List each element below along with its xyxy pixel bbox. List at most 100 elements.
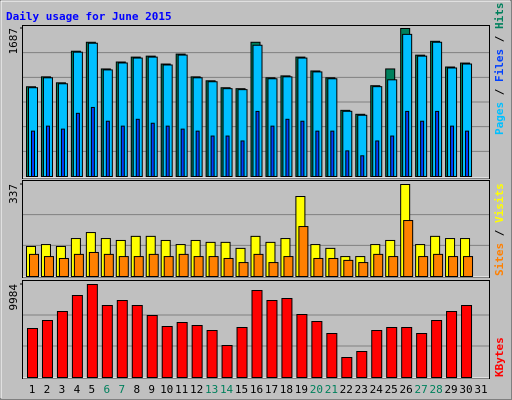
bar	[328, 257, 339, 278]
bar	[326, 333, 338, 378]
bar	[101, 305, 113, 378]
bar	[208, 256, 219, 278]
x-tick-label: 24	[370, 383, 384, 396]
bar	[161, 326, 173, 379]
bar	[41, 320, 53, 379]
x-tick-label: 21	[325, 383, 338, 396]
bar	[176, 322, 188, 379]
bar	[45, 125, 50, 177]
bar	[163, 256, 174, 278]
bar	[330, 130, 335, 178]
x-tick-label: 7	[118, 383, 125, 396]
chart-title: Daily usage for June 2015	[6, 10, 172, 23]
legend-entry: Hits	[493, 3, 506, 30]
bar	[283, 256, 294, 278]
bar	[356, 351, 368, 379]
bar	[29, 253, 39, 277]
legend: Pages / Files / Hits	[493, 3, 506, 136]
x-tick-label: 27	[415, 383, 428, 396]
x-tick-label: 26	[400, 383, 413, 396]
bar	[386, 326, 398, 378]
bar	[270, 125, 275, 177]
bar	[135, 118, 140, 178]
bar	[120, 125, 125, 177]
bar	[343, 259, 354, 278]
x-tick-label: 14	[220, 383, 234, 396]
bar	[268, 262, 279, 277]
bar	[86, 284, 98, 378]
bar	[371, 330, 383, 379]
x-tick-label: 9	[148, 383, 155, 396]
bar	[193, 256, 204, 278]
bar	[58, 257, 69, 278]
bar	[448, 256, 459, 278]
bar	[131, 305, 143, 378]
x-tick-label: 18	[280, 383, 293, 396]
y-tick-label: 1687	[7, 28, 20, 55]
x-tick-label: 6	[104, 383, 111, 396]
bar	[375, 140, 380, 177]
x-tick-label: 16	[250, 383, 263, 396]
bar	[240, 140, 245, 177]
bar	[146, 315, 158, 378]
bar	[133, 256, 144, 278]
bar	[206, 330, 218, 379]
y-tick-label: 9984	[7, 284, 20, 311]
x-tick-label: 15	[235, 383, 248, 396]
bar	[251, 290, 263, 379]
bar	[281, 298, 293, 379]
x-tick-label: 1	[29, 383, 36, 396]
x-tick-label: 31	[474, 383, 487, 396]
legend-separator: /	[493, 82, 506, 102]
bar	[60, 128, 65, 177]
bar	[266, 300, 278, 378]
x-tick-label: 22	[340, 383, 353, 396]
bar	[390, 135, 395, 177]
x-tick-label: 5	[89, 383, 96, 396]
legend-entry: Sites	[493, 243, 506, 276]
bar	[73, 253, 84, 277]
legend: KBytes	[493, 337, 506, 377]
bar	[180, 128, 185, 177]
bar	[311, 320, 323, 379]
x-tick-label: 8	[133, 383, 140, 396]
bar	[255, 110, 260, 177]
legend-entry: KBytes	[493, 337, 506, 377]
bar	[238, 262, 249, 277]
bar	[315, 130, 320, 178]
bar	[178, 253, 189, 277]
bar	[165, 125, 170, 177]
bar	[195, 130, 200, 178]
x-tick-label: 29	[444, 383, 457, 396]
bar	[75, 112, 80, 177]
bar	[148, 253, 159, 277]
bar	[88, 251, 99, 277]
x-tick-label: 10	[160, 383, 173, 396]
legend-separator: /	[493, 29, 506, 49]
legend-entry: Pages	[493, 102, 506, 135]
bar	[118, 256, 129, 278]
x-tick-label: 4	[74, 383, 81, 396]
x-tick-label: 2	[44, 383, 51, 396]
bar	[236, 326, 248, 378]
bar	[225, 135, 230, 177]
bar	[191, 325, 203, 379]
bar	[435, 110, 440, 177]
x-tick-label: 17	[265, 383, 278, 396]
bar	[358, 262, 369, 277]
bar	[221, 345, 233, 378]
x-tick-label: 11	[175, 383, 188, 396]
legend-separator: /	[493, 223, 506, 243]
x-tick-label: 25	[385, 383, 398, 396]
bar	[71, 295, 83, 379]
bar	[210, 135, 215, 177]
bar	[416, 333, 428, 378]
legend-entry: Files	[493, 49, 506, 82]
bar	[388, 256, 399, 278]
bar	[401, 326, 413, 378]
bar	[450, 125, 455, 177]
bar	[298, 226, 309, 278]
x-tick-label: 20	[310, 383, 323, 396]
bar	[31, 130, 35, 178]
